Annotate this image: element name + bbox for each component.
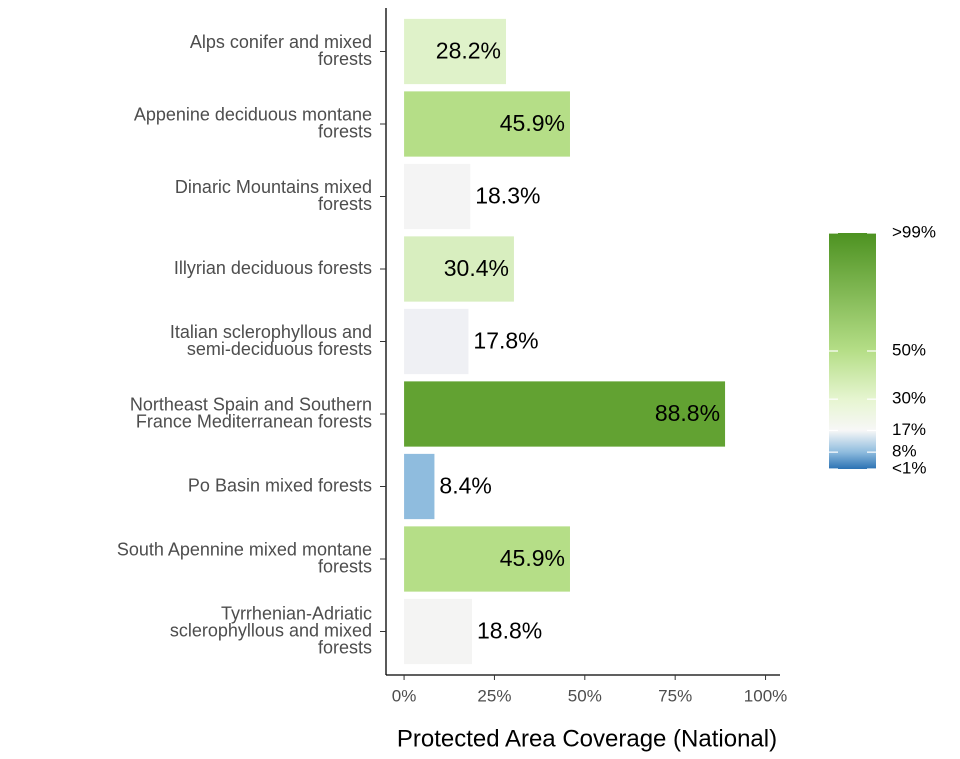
x-tick-label: 50%	[568, 686, 602, 705]
y-tick-label: Italian sclerophyllous and semi-deciduous…	[170, 322, 372, 359]
bar	[404, 453, 435, 520]
bar	[404, 91, 570, 157]
y-tick-label: Illyrian deciduous forests	[174, 258, 372, 278]
y-tick-label: Po Basin mixed forests	[188, 475, 372, 495]
bar	[404, 18, 507, 85]
bar	[404, 526, 570, 592]
value-label: 17.8%	[473, 328, 538, 354]
legend-label: 30%	[892, 389, 926, 408]
x-tick-label: 100%	[744, 686, 787, 705]
legend-label: 8%	[892, 442, 917, 461]
bar	[404, 236, 514, 302]
bar	[404, 308, 469, 375]
y-tick-label: Appenine deciduous montane forests	[134, 104, 372, 141]
value-label: 88.8%	[655, 400, 720, 426]
value-label: 8.4%	[439, 473, 491, 499]
y-tick-label: Alps conifer and mixed forests	[190, 32, 372, 69]
bar	[404, 381, 726, 447]
value-label: 45.9%	[500, 545, 565, 571]
legend-label: >99%	[892, 222, 936, 241]
value-label: 18.3%	[475, 183, 540, 209]
y-tick-label: Northeast Spain and Southern France Medit…	[130, 394, 372, 431]
bar	[404, 598, 473, 665]
x-tick-label: 0%	[392, 686, 417, 705]
legend-label: 50%	[892, 340, 926, 359]
value-label: 30.4%	[444, 255, 509, 281]
y-tick-label: South Apennine mixed montane forests	[117, 539, 372, 576]
value-label: 45.9%	[500, 110, 565, 136]
legend-label: 17%	[892, 420, 926, 439]
value-label: 18.8%	[477, 618, 542, 644]
y-tick-label: Tyrrhenian-Adriatic sclerophyllous and mi…	[170, 603, 372, 657]
x-tick-label: 25%	[477, 686, 511, 705]
y-tick-label: Dinaric Mountains mixed forests	[175, 177, 372, 214]
value-label: 28.2%	[436, 38, 501, 64]
legend-label: <1%	[892, 458, 927, 477]
bar	[404, 163, 471, 230]
x-axis-title: Protected Area Coverage (National)	[397, 725, 777, 752]
x-tick-label: 75%	[658, 686, 692, 705]
